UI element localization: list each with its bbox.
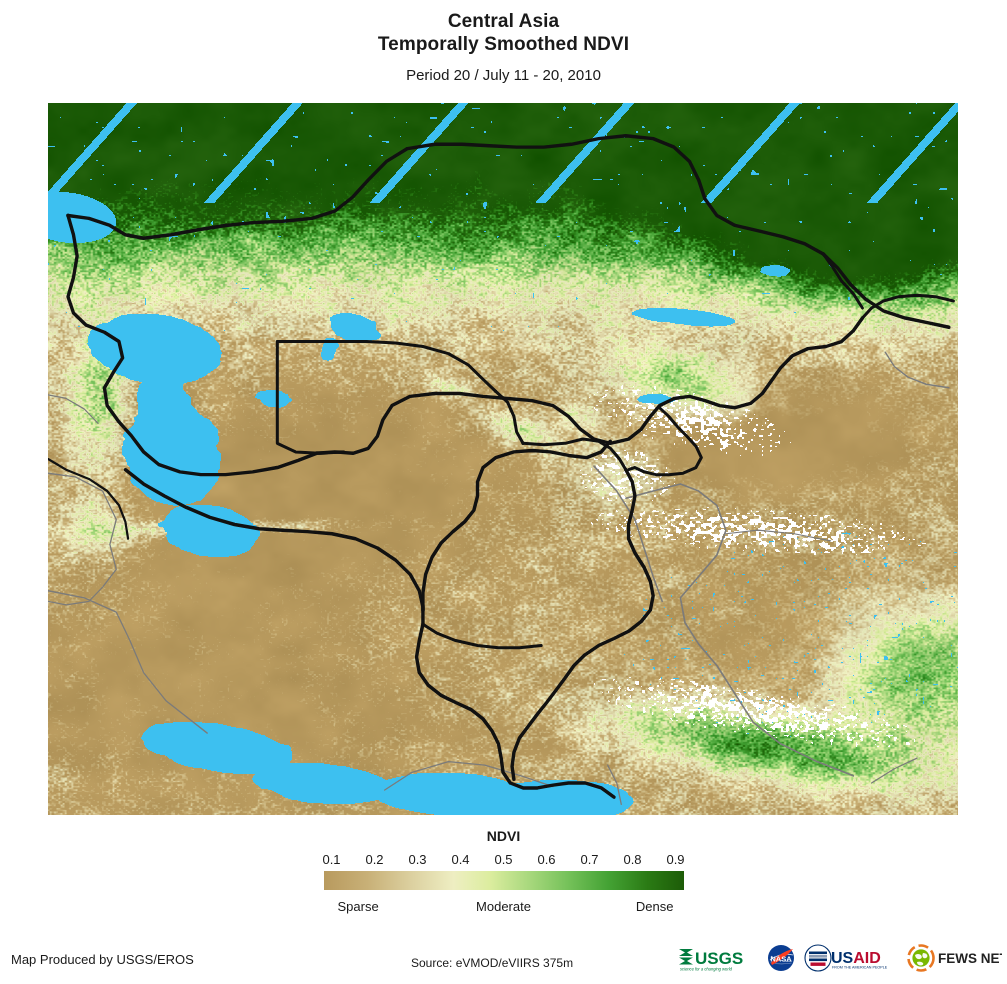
usgs-logo[interactable]: USGS science for a changing world [677,943,759,973]
legend-tick-0-5: 0.5 [494,852,513,867]
svg-text:FROM THE AMERICAN PEOPLE: FROM THE AMERICAN PEOPLE [832,966,888,970]
ndvi-legend: NDVI 0.1 0.2 0.3 0.4 0.5 0.6 0.7 0.8 0.9 Sparse … [0,828,1007,915]
svg-text:FEWS NET: FEWS NET [938,951,1002,966]
svg-text:USAID: USAID [831,950,881,967]
usaid-logo[interactable]: USAID FROM THE AMERICAN PEOPLE [803,943,899,973]
legend-color-ramp [323,871,684,890]
legend-class-moderate: Moderate [476,899,531,914]
map-title-secondary: Temporally Smoothed NDVI [377,34,630,55]
legend-tick-0-6: 0.6 [537,852,556,867]
ndvi-map-panel[interactable] [48,103,958,815]
footer-bar: Map Produced by USGS/EROS Source: eVMOD/… [0,938,1007,984]
map-subtitle-period: Period 20 / July 11 - 20, 2010 [406,67,601,84]
legend-tick-0-4: 0.4 [451,852,470,867]
ndvi-raster-canvas[interactable] [48,103,958,815]
nasa-logo[interactable]: NASA [766,943,796,973]
svg-text:USGS: USGS [695,949,743,968]
legend-tick-0-9: 0.9 [666,852,685,867]
legend-tick-0-8: 0.8 [623,852,642,867]
footer-producer-credit: Map Produced by USGS/EROS [11,952,194,967]
legend-class-sparse: Sparse [337,899,379,914]
legend-tick-0-3: 0.3 [408,852,427,867]
svg-text:science for a changing world: science for a changing world [680,967,733,972]
legend-tick-0-2: 0.2 [365,852,384,867]
footer-data-source: Source: eVMOD/eVIIRS 375m [411,956,574,970]
fews-net-logo[interactable]: FEWS NET [906,943,1002,973]
title-block: Central Asia Temporally Smoothed NDVI Pe… [0,0,1007,85]
legend-title: NDVI [486,828,521,844]
legend-tick-labels: 0.1 0.2 0.3 0.4 0.5 0.6 0.7 0.8 0.9 [322,851,685,868]
agency-logo-strip: USGS science for a changing world NASA U… [677,940,1002,976]
legend-class-labels: Sparse Moderate Dense [324,898,684,915]
legend-class-dense: Dense [635,899,674,914]
legend-tick-0-1: 0.1 [322,852,341,867]
svg-text:NASA: NASA [770,955,792,964]
map-title-primary: Central Asia [447,11,560,32]
legend-tick-0-7: 0.7 [580,852,599,867]
